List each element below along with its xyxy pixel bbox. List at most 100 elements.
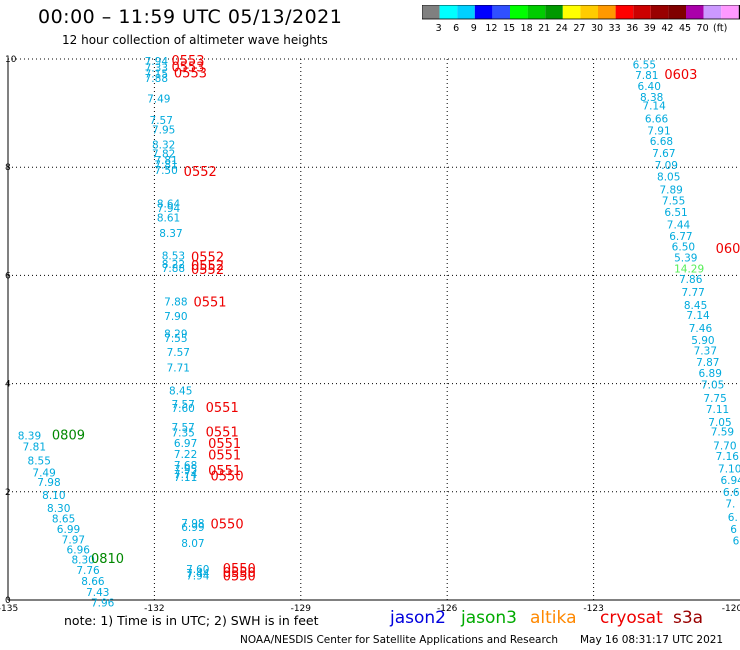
wave-height-label: 7.55 <box>164 333 187 345</box>
color-swatch <box>527 5 546 19</box>
time-label: 0550 <box>211 470 244 485</box>
wave-height-label: 8.45 <box>684 300 707 312</box>
color-swatch <box>545 5 563 19</box>
colorbar-label: 15 <box>503 23 515 34</box>
wave-height-label: 6.68 <box>650 136 673 148</box>
wave-height-label: 7. <box>725 499 735 511</box>
wave-height-label: 6.99 <box>181 522 204 534</box>
wave-height-label: 8.61 <box>157 213 180 225</box>
wave-height-label: 6.50 <box>672 242 695 254</box>
colorbar-label: (ft) <box>713 23 727 34</box>
wave-height-label: 8.64 <box>157 198 181 210</box>
time-label: 0810 <box>91 552 124 567</box>
wave-height-label: 8.38 <box>640 92 663 104</box>
time-label: 0551 <box>193 295 226 310</box>
wave-height-label: 7.22 <box>174 449 197 461</box>
y-tick-label: 0 <box>5 596 11 606</box>
color-swatch <box>562 5 581 19</box>
wave-height-label: 7.57 <box>171 399 194 411</box>
wave-height-label: 6.55 <box>633 59 656 71</box>
wave-height-label: 7.98 <box>181 518 204 530</box>
wave-height-label: 8.29 <box>164 328 187 340</box>
wave-height-label: 7.57 <box>150 115 173 127</box>
wave-height-label: 7.71 <box>167 362 190 374</box>
color-swatch <box>422 5 440 19</box>
colorbar-label: 9 <box>471 23 477 34</box>
wave-height-label: 7.96 <box>91 598 115 610</box>
wave-height-label: 7.81 <box>635 70 658 82</box>
y-tick-label: 6 <box>5 271 11 281</box>
wave-height-label: 7.37 <box>694 346 717 358</box>
wave-height-label: 7.43 <box>86 587 109 599</box>
colorbar-label: 12 <box>485 23 497 34</box>
wave-height-label: 7.97 <box>62 534 85 546</box>
colorbar-label: 6 <box>453 23 459 34</box>
wave-height-label: 7.70 <box>713 440 736 452</box>
wave-height-label: 6 <box>733 535 740 547</box>
wave-height-label: 7.81 <box>23 441 46 453</box>
x-tick-label: -126 <box>437 604 458 614</box>
wave-height-label: 7.05 <box>701 380 724 392</box>
wave-height-label: 7.89 <box>659 184 682 196</box>
wave-height-label: 6.99 <box>57 524 80 536</box>
wave-height-label: 7.05 <box>708 417 731 429</box>
y-tick-label: 8 <box>5 163 11 173</box>
time-label: 0551 <box>208 449 241 464</box>
wave-height-label: 8.07 <box>181 538 204 550</box>
y-tick-label: 4 <box>5 380 11 390</box>
colorbar-label: 70 <box>697 23 709 34</box>
wave-height-label: 7.95 <box>152 124 175 136</box>
wave-height-label: 7.75 <box>703 393 726 405</box>
wave-height-label: 7.57 <box>167 347 190 359</box>
wave-height-label: 7.44 <box>667 220 691 232</box>
agency-credit: NOAA/NESDIS Center for Satellite Applica… <box>240 634 558 646</box>
wave-height-label: 7.55 <box>662 196 685 208</box>
color-swatch <box>439 5 458 19</box>
footnote: note: 1) Time is in UTC; 2) SWH is in fe… <box>64 613 319 628</box>
wave-height-label: 7.46 <box>689 323 713 335</box>
color-scale-bar: 3 6 9 12 15 18 21 24 27 30 33 36 39 42 45 70 (ft) <box>422 5 740 34</box>
color-swatch <box>686 5 704 19</box>
time-label: 0552 <box>191 263 224 278</box>
colorbar-label: 42 <box>661 23 673 34</box>
wave-height-label: 6 <box>730 524 737 536</box>
wave-height-label: 7.90 <box>164 311 187 323</box>
time-label: 0551 <box>208 437 241 452</box>
color-swatch <box>668 5 686 19</box>
color-swatch <box>703 5 722 19</box>
wave-height-label: 7.57 <box>171 422 194 434</box>
wave-height-label: 7.86 <box>679 274 703 286</box>
x-tick-label: -129 <box>291 604 312 614</box>
time-label: 0603 <box>664 68 697 83</box>
wave-height-label: 7.60 <box>171 403 194 415</box>
colorbar-label: 33 <box>609 23 621 34</box>
wave-height-label: 8.53 <box>162 250 185 262</box>
chart-title: 00:00 – 11:59 UTC 05/13/2021 <box>38 6 343 28</box>
legend-altika: altika <box>530 608 577 628</box>
wave-height-label: 6.6 <box>723 487 740 499</box>
time-label: 0602 <box>716 242 740 257</box>
wave-height-label: 6.94 <box>720 475 740 487</box>
wave-height-label: 7.94 <box>157 203 181 215</box>
wave-height-label: 7.14 <box>642 101 666 113</box>
time-label: 0553 <box>174 67 207 82</box>
wave-height-label: 7.14 <box>686 310 710 322</box>
wave-height-label: 7.09 <box>655 160 678 172</box>
legend-cryosat: cryosat <box>600 608 663 628</box>
wave-height-label: 6.40 <box>638 81 661 93</box>
wave-height-label: 7.44 <box>186 568 210 580</box>
wave-height-label: 7.60 <box>186 564 209 576</box>
wave-height-label: 7.77 <box>681 287 704 299</box>
colorbar-label: 24 <box>556 23 568 34</box>
wave-height-label: 7.15 <box>145 69 168 81</box>
colorbar-label: 21 <box>538 23 550 34</box>
wave-height-label: 6.77 <box>669 231 692 243</box>
time-label: 0551 <box>206 425 239 440</box>
colorbar-label: 45 <box>679 23 691 34</box>
colorbar-label: 18 <box>521 23 533 34</box>
wave-height-label: 7.76 <box>76 565 100 577</box>
wave-height-label: 8.30 <box>47 503 70 515</box>
wave-height-label: 7.94 <box>145 56 169 68</box>
wave-height-label: 7.81 <box>154 159 177 171</box>
